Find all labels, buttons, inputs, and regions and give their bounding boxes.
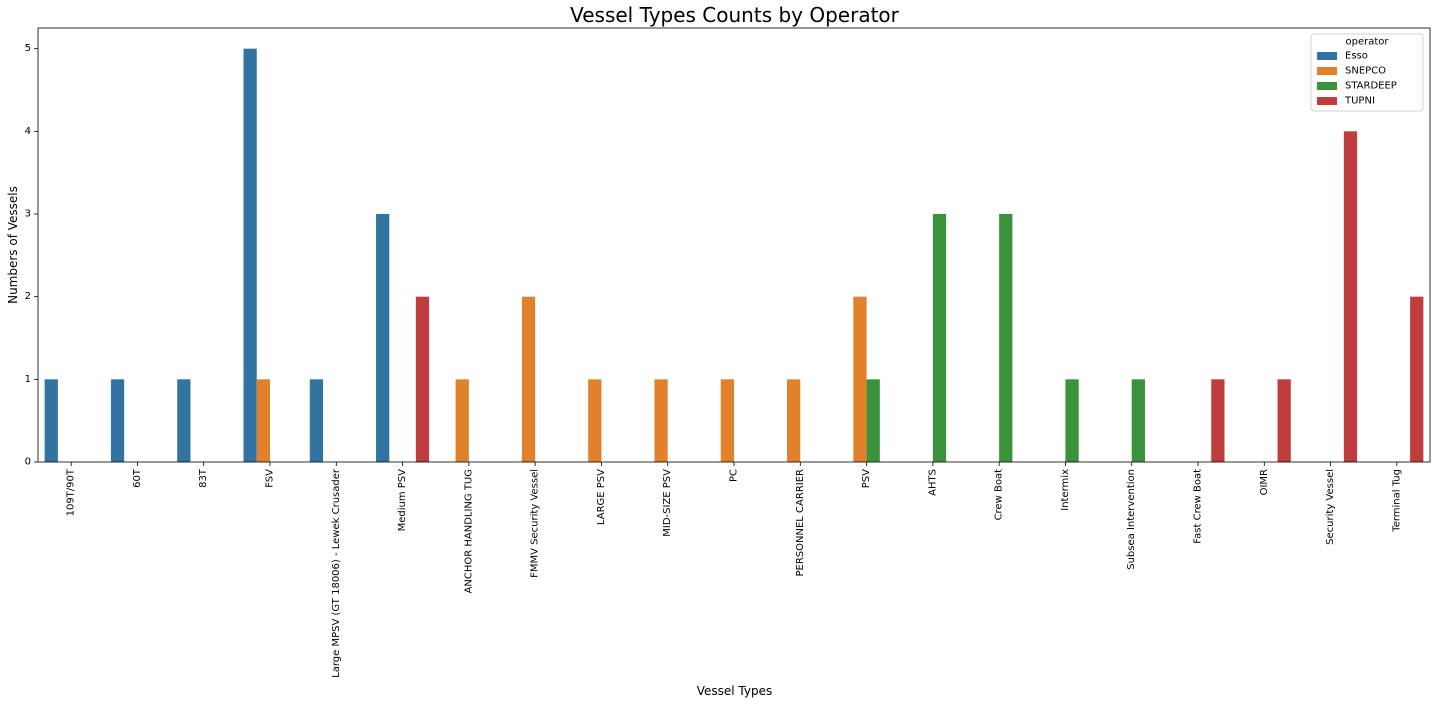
x-tick-label: FMMV Security Vessel	[530, 469, 541, 578]
bar-tupni-19	[1343, 131, 1358, 463]
chart-title: Vessel Types Counts by Operator	[570, 3, 899, 27]
x-tick-label: Terminal Tug	[1391, 469, 1402, 533]
bar-esso-4	[309, 379, 324, 462]
bar-esso-3	[243, 48, 257, 463]
y-tick-label: 4	[25, 126, 31, 137]
x-tick-label: Medium PSV	[397, 469, 408, 532]
x-tick-label: MID-SIZE PSV	[662, 469, 673, 537]
x-tick-label: Security Vessel	[1325, 469, 1336, 545]
bar-stardeep-14	[999, 214, 1013, 462]
bar-snepco-11	[787, 379, 801, 462]
x-tick-label: PSV	[861, 469, 872, 488]
x-tick-label: 83T	[198, 468, 209, 488]
y-tick-label: 3	[25, 209, 31, 220]
legend-label-esso: Esso	[1345, 51, 1368, 62]
legend-label-snepco: SNEPCO	[1345, 66, 1386, 77]
bar-snepco-10	[720, 379, 734, 462]
x-ticks-group: 109T/90T 60T 83T FSV Large MPSV (GT 18006) -…	[66, 462, 1402, 678]
x-axis-label: Vessel Types	[696, 684, 773, 698]
bar-snepco-8	[588, 379, 602, 462]
bar-esso-2	[177, 379, 191, 462]
bar-tupni-5	[415, 296, 430, 462]
legend: operator Esso SNEPCO STARDEEP TUPNI	[1310, 33, 1424, 112]
bar-stardeep-16	[1131, 379, 1145, 462]
x-tick-label: ANCHOR HANDLING TUG	[463, 469, 474, 593]
x-tick-label: OIMR	[1259, 469, 1270, 495]
x-tick-label: Intermix	[1060, 469, 1071, 511]
bar-snepco-7	[521, 296, 536, 462]
x-tick-label: 60T	[132, 468, 143, 488]
bar-tupni-20	[1410, 296, 1424, 462]
y-ticks-group: 0 1 2 3 4 5	[25, 43, 38, 468]
x-tick-label: Large MPSV (GT 18006) - Lewek Crusader	[331, 468, 342, 678]
bar-snepco-9	[654, 379, 668, 462]
x-tick-label: Subsea Intervention	[1126, 469, 1137, 570]
bar-stardeep-13	[932, 214, 947, 462]
legend-swatch-tupni	[1317, 97, 1337, 105]
bar-esso-5	[376, 214, 390, 462]
bar-snepco-12	[853, 296, 867, 462]
x-tick-label: LARGE PSV	[596, 469, 607, 525]
x-tick-label: Crew Boat	[994, 469, 1005, 520]
bars-group	[44, 48, 1424, 463]
y-tick-label: 0	[25, 457, 31, 468]
y-tick-label: 5	[25, 43, 31, 54]
legend-title: operator	[1345, 37, 1389, 48]
bar-esso-1	[110, 379, 125, 462]
x-tick-label: PERSONNEL CARRIER	[795, 469, 806, 577]
legend-label-stardeep: STARDEEP	[1345, 81, 1397, 92]
bar-esso-0	[44, 379, 58, 462]
legend-swatch-esso	[1317, 52, 1337, 60]
bar-snepco-3	[256, 379, 270, 462]
y-tick-label: 1	[25, 374, 31, 385]
legend-box	[1310, 33, 1424, 112]
bar-tupni-17	[1211, 379, 1225, 462]
x-tick-label: Fast Crew Boat	[1193, 469, 1204, 544]
x-tick-label: AHTS	[927, 469, 938, 496]
bar-snepco-6	[455, 379, 469, 462]
legend-swatch-stardeep	[1317, 82, 1337, 90]
y-tick-label: 2	[25, 291, 31, 302]
legend-swatch-snepco	[1317, 67, 1337, 75]
x-tick-label: PC	[729, 469, 740, 482]
x-tick-label: 109T/90T	[66, 468, 77, 516]
legend-label-tupni: TUPNI	[1344, 96, 1375, 107]
plot-frame	[37, 27, 1431, 463]
bar-tupni-18	[1277, 379, 1291, 462]
bar-stardeep-12	[866, 379, 880, 462]
x-tick-label: FSV	[265, 469, 276, 488]
bar-stardeep-15	[1065, 379, 1079, 462]
